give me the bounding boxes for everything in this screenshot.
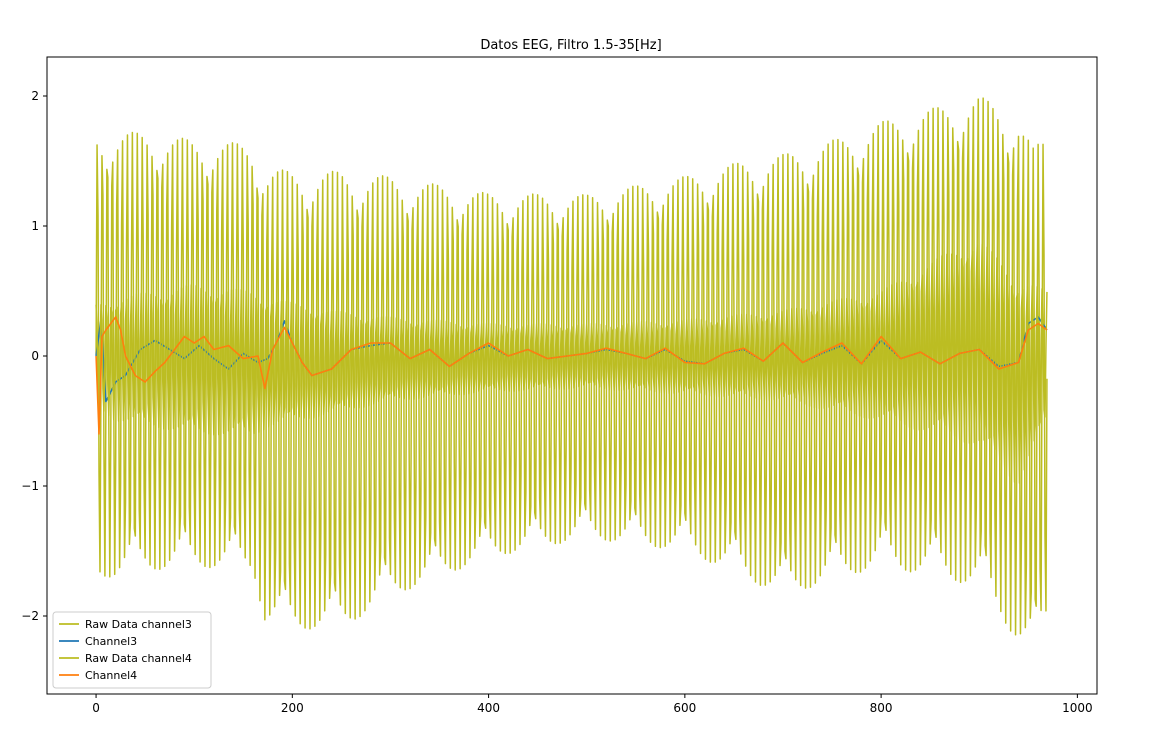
legend-box bbox=[52, 611, 212, 689]
x-tick-label: 1000 bbox=[1062, 701, 1093, 715]
series-line-raw-data-channel3 bbox=[95, 97, 1048, 636]
series-line-raw-data-channel4 bbox=[95, 243, 1048, 484]
y-tick-label: −1 bbox=[21, 479, 39, 493]
x-axis: 0 200 400 600 800 1000 bbox=[92, 694, 1093, 715]
chart-title: Datos EEG, Filtro 1.5-35[Hz] bbox=[480, 38, 661, 53]
x-tick-label: 600 bbox=[673, 701, 696, 715]
axes-frame bbox=[46, 56, 1098, 695]
y-tick-label: 2 bbox=[31, 89, 39, 103]
series-line-channel4 bbox=[95, 316, 1048, 435]
x-tick-label: 800 bbox=[870, 701, 893, 715]
y-tick-label: −2 bbox=[21, 609, 39, 623]
x-tick-label: 0 bbox=[92, 701, 100, 715]
y-tick-label: 0 bbox=[31, 349, 39, 363]
x-tick-label: 200 bbox=[281, 701, 304, 715]
y-axis: −2 −1 0 1 2 bbox=[21, 89, 47, 623]
legend: Raw Data channel3 Channel3 Raw Data channe… bbox=[52, 611, 212, 689]
y-tick-label: 1 bbox=[31, 219, 39, 233]
legend-label: Channel4 bbox=[85, 669, 137, 682]
legend-label: Raw Data channel4 bbox=[85, 652, 192, 665]
legend-label: Channel3 bbox=[85, 635, 137, 648]
legend-label: Raw Data channel3 bbox=[85, 618, 192, 631]
plot-area bbox=[95, 97, 1048, 636]
x-tick-label: 400 bbox=[477, 701, 500, 715]
